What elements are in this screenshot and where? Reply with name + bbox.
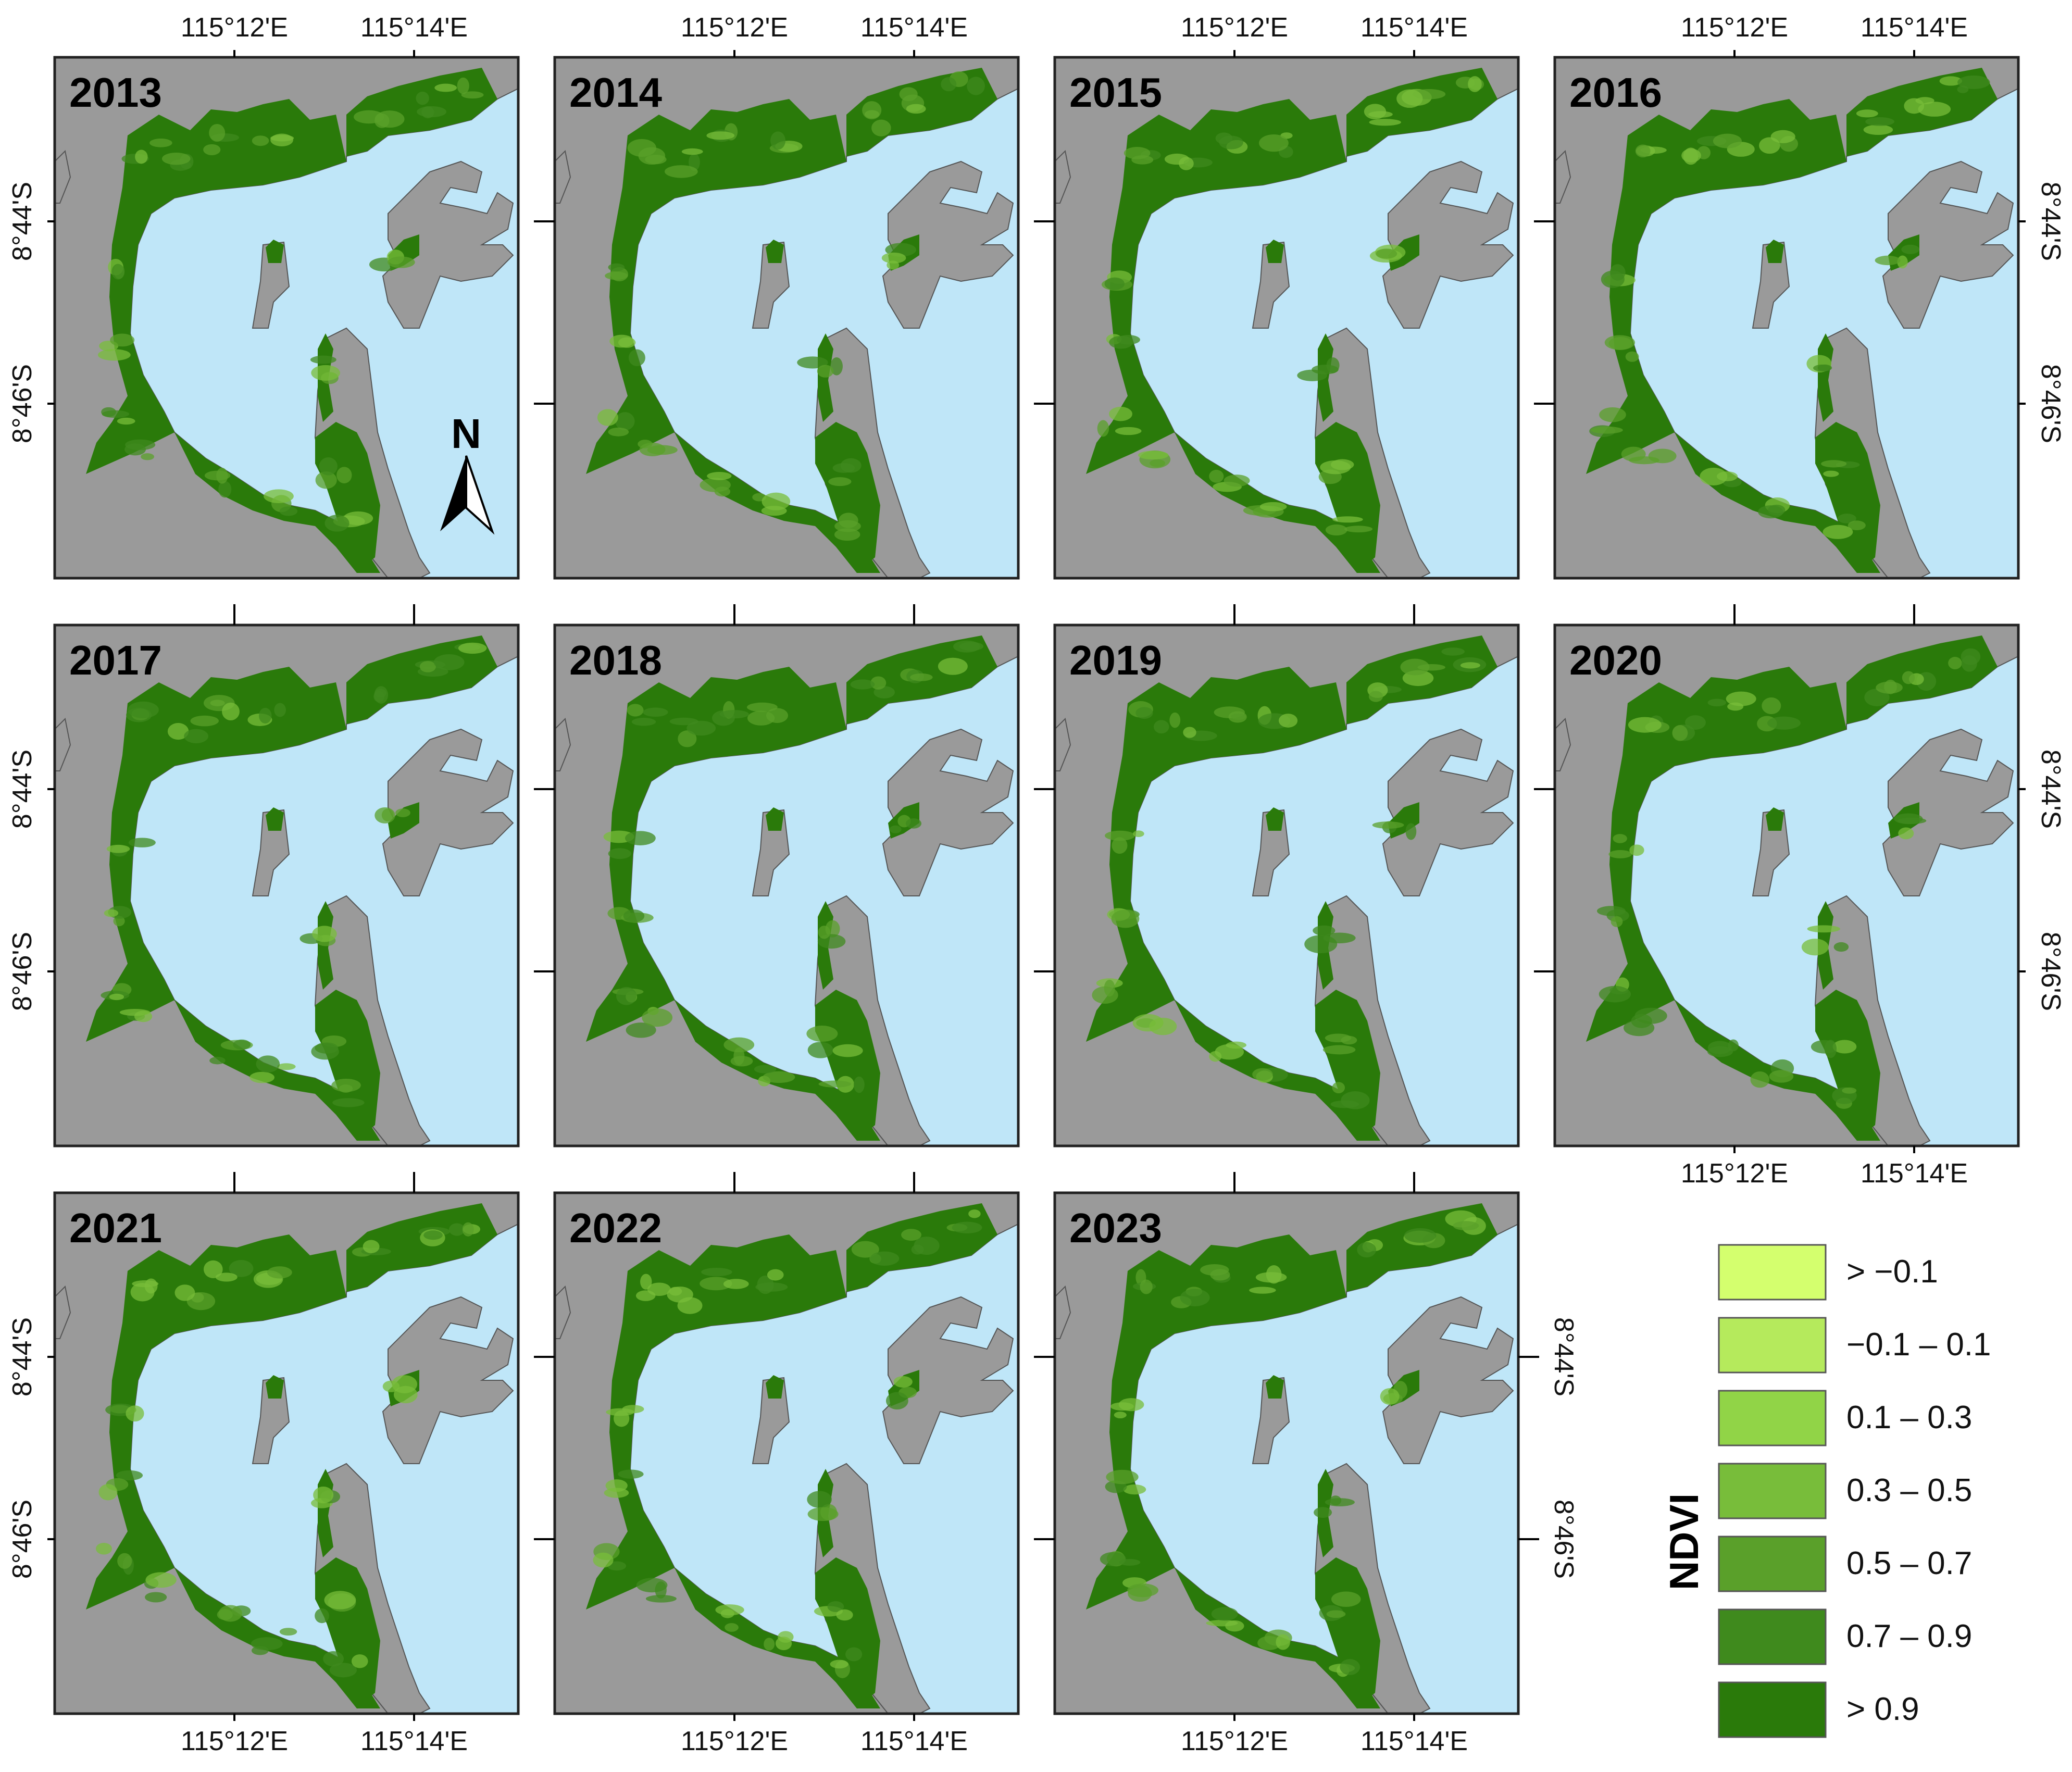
coordinate-label: 8°46'S xyxy=(7,932,38,1011)
ndvi-texture xyxy=(101,642,487,1107)
legend-swatch xyxy=(1718,1463,1827,1519)
coordinate-label: 115°14'E xyxy=(1861,13,1968,43)
panel-frame xyxy=(1053,56,1520,580)
ndvi-texture xyxy=(593,1209,982,1678)
panel-frame xyxy=(53,623,520,1147)
coordinate-label: 115°14'E xyxy=(860,13,968,43)
coordinate-labels: 115°12'E 115°14'E 115°12'E 115°14'E 115°12'E… xyxy=(7,13,2066,1756)
coordinate-label: 8°46'S xyxy=(7,1500,38,1579)
coordinate-label: 8°44'S xyxy=(1549,1317,1579,1396)
ndvi-texture xyxy=(1092,647,1487,1109)
panel-year-label: 2014 xyxy=(569,69,662,116)
panel-frame xyxy=(553,56,1020,580)
coordinate-label: 115°12'E xyxy=(1181,13,1288,43)
coordinate-label: 8°44'S xyxy=(7,1317,38,1396)
map-panel-2015: 2015 xyxy=(1053,56,1520,580)
legend-item: > 0.9 xyxy=(1718,1681,1919,1738)
legend-title: NDVI xyxy=(1661,1493,1707,1590)
coordinate-label: 115°12'E xyxy=(681,1726,788,1756)
ndvi-texture xyxy=(95,1222,481,1678)
north-label: N xyxy=(451,410,481,457)
coordinate-label: 115°12'E xyxy=(181,13,288,43)
legend-item: 0.3 – 0.5 xyxy=(1718,1463,1972,1519)
coordinate-label: 115°12'E xyxy=(181,1726,288,1756)
panel-year-label: 2023 xyxy=(1069,1205,1162,1251)
map-panel-2014: 2014 xyxy=(553,56,1020,580)
ndvi-texture xyxy=(1100,1210,1486,1677)
map-panel-2018: 2018 xyxy=(553,623,1020,1147)
panel-year-label: 2021 xyxy=(69,1205,162,1251)
ndvi-texture xyxy=(597,71,985,541)
legend-item: 0.1 – 0.3 xyxy=(1718,1390,1972,1446)
ndvi-texture xyxy=(1596,648,1981,1109)
legend-label: 0.7 – 0.9 xyxy=(1846,1618,1972,1654)
coordinate-label: 115°14'E xyxy=(1360,1726,1468,1756)
coordinate-label: 115°14'E xyxy=(1861,1158,1968,1189)
legend-swatch xyxy=(1718,1244,1827,1301)
legend-item: > −0.1 xyxy=(1718,1244,1938,1301)
panel-year-label: 2016 xyxy=(1569,69,1662,116)
ndvi-legend: NDVI > −0.1 −0.1 – 0.1 0.1 – 0.3 0.3 – 0.5 0… xyxy=(1661,1244,1991,1738)
legend-label: > 0.9 xyxy=(1846,1691,1919,1727)
coordinate-label: 115°14'E xyxy=(360,1726,468,1756)
panel-frame xyxy=(1553,623,2020,1147)
panel-frame xyxy=(53,1191,520,1715)
coordinate-label: 8°44'S xyxy=(7,182,38,261)
map-panel-2023: 2023 xyxy=(1053,1191,1520,1715)
legend-label: −0.1 – 0.1 xyxy=(1846,1327,1991,1363)
coordinate-label: 115°12'E xyxy=(1181,1726,1288,1756)
coordinate-label: 8°46'S xyxy=(1549,1500,1579,1579)
north-arrow-icon: N xyxy=(440,410,495,535)
coordinate-label: 8°46'S xyxy=(2036,364,2066,443)
map-panel-2017: 2017 xyxy=(53,623,520,1147)
legend-swatch xyxy=(1718,1536,1827,1592)
legend-label: > −0.1 xyxy=(1846,1254,1938,1290)
map-panel-2019: 2019 xyxy=(1053,623,1520,1147)
legend-swatch xyxy=(1718,1317,1827,1374)
ndvi-texture xyxy=(1097,76,1484,536)
panel-year-label: 2019 xyxy=(1069,637,1162,683)
coordinate-label: 115°14'E xyxy=(860,1726,968,1756)
legend-label: 0.1 – 0.3 xyxy=(1846,1400,1972,1436)
coordinate-label: 115°12'E xyxy=(1681,1158,1788,1189)
ndvi-texture xyxy=(1589,75,1990,539)
coordinate-label: 8°44'S xyxy=(2036,182,2066,261)
panel-frame xyxy=(53,56,520,580)
coordinate-label: 8°44'S xyxy=(7,750,38,829)
map-panel-2021: 2021 xyxy=(53,1191,520,1715)
legend-label: 0.5 – 0.7 xyxy=(1846,1545,1972,1581)
panel-year-label: 2018 xyxy=(569,637,662,683)
ndvi-texture xyxy=(97,77,484,532)
coordinate-label: 115°14'E xyxy=(360,13,468,43)
panel-year-label: 2020 xyxy=(1569,637,1662,683)
panel-frame xyxy=(1053,1191,1520,1715)
ndvi-texture xyxy=(603,640,984,1093)
map-panel-2020: 2020 xyxy=(1553,623,2020,1147)
legend-item: 0.5 – 0.7 xyxy=(1718,1536,1972,1592)
panel-frame xyxy=(553,1191,1020,1715)
panel-year-label: 2022 xyxy=(569,1205,662,1251)
coordinate-label: 115°14'E xyxy=(1360,13,1468,43)
panel-frame xyxy=(1553,56,2020,580)
coordinate-label: 8°46'S xyxy=(2036,932,2066,1011)
legend-swatch xyxy=(1718,1608,1827,1665)
coordinate-label: 8°44'S xyxy=(2036,750,2066,829)
panel-frame xyxy=(553,623,1020,1147)
map-panel-2016: 2016 xyxy=(1553,56,2020,580)
legend-swatch xyxy=(1718,1681,1827,1738)
panel-year-label: 2015 xyxy=(1069,69,1162,116)
legend-item: −0.1 – 0.1 xyxy=(1718,1317,1991,1374)
map-panel-2013: 2013 N xyxy=(53,56,520,580)
panel-year-label: 2017 xyxy=(69,637,162,683)
coordinate-label: 115°12'E xyxy=(681,13,788,43)
panel-frame xyxy=(1053,623,1520,1147)
coordinate-label: 8°46'S xyxy=(7,364,38,443)
legend-label: 0.3 – 0.5 xyxy=(1846,1472,1972,1508)
panel-year-label: 2013 xyxy=(69,69,162,116)
coordinate-label: 115°12'E xyxy=(1681,13,1788,43)
map-panel-2022: 2022 xyxy=(553,1191,1020,1715)
legend-swatch xyxy=(1718,1390,1827,1446)
legend-item: 0.7 – 0.9 xyxy=(1718,1608,1972,1665)
